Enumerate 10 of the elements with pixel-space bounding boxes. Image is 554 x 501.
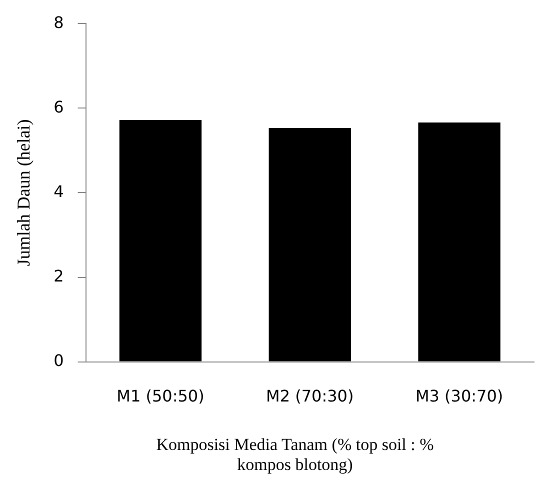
x-axis-title: Komposisi Media Tanam (% top soil : % kompos blotong) xyxy=(155,435,435,475)
y-tick-label: 6 xyxy=(54,97,64,116)
y-tick-label: 0 xyxy=(54,350,64,370)
x-tick-label: M1 (50:50) xyxy=(116,386,204,406)
y-tick-label: 2 xyxy=(54,266,64,286)
x-tick-label: M3 (30:70) xyxy=(415,386,504,406)
y-tick-label: 8 xyxy=(54,12,64,32)
y-axis-title: Jumlah Daun (helai) xyxy=(14,119,34,266)
y-tick-label: 4 xyxy=(54,182,64,201)
x-tick-label: M2 (70:30) xyxy=(266,386,354,406)
